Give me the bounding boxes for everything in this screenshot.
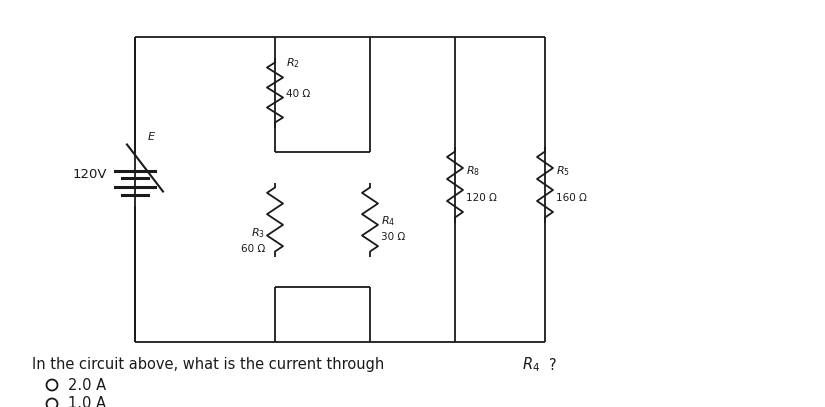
Text: $R_3$: $R_3$ <box>251 227 265 240</box>
Text: 120V: 120V <box>73 168 107 181</box>
Text: 1.0 A: 1.0 A <box>68 396 106 407</box>
Text: $R_8$: $R_8$ <box>466 164 480 177</box>
Text: 60 Ω: 60 Ω <box>241 243 265 254</box>
Text: 30 Ω: 30 Ω <box>381 232 405 241</box>
Text: $R_4$: $R_4$ <box>522 355 540 374</box>
Text: ?: ? <box>549 357 557 372</box>
Text: $R_4$: $R_4$ <box>381 214 395 228</box>
Text: 2.0 A: 2.0 A <box>68 378 106 392</box>
Text: In the circuit above, what is the current through: In the circuit above, what is the curren… <box>32 357 389 372</box>
Text: E: E <box>148 131 155 142</box>
Text: $R_2$: $R_2$ <box>286 57 299 70</box>
Text: 120 Ω: 120 Ω <box>466 193 497 203</box>
Text: 40 Ω: 40 Ω <box>286 88 310 98</box>
Text: 160 Ω: 160 Ω <box>556 193 587 203</box>
Text: $R_5$: $R_5$ <box>556 164 570 177</box>
